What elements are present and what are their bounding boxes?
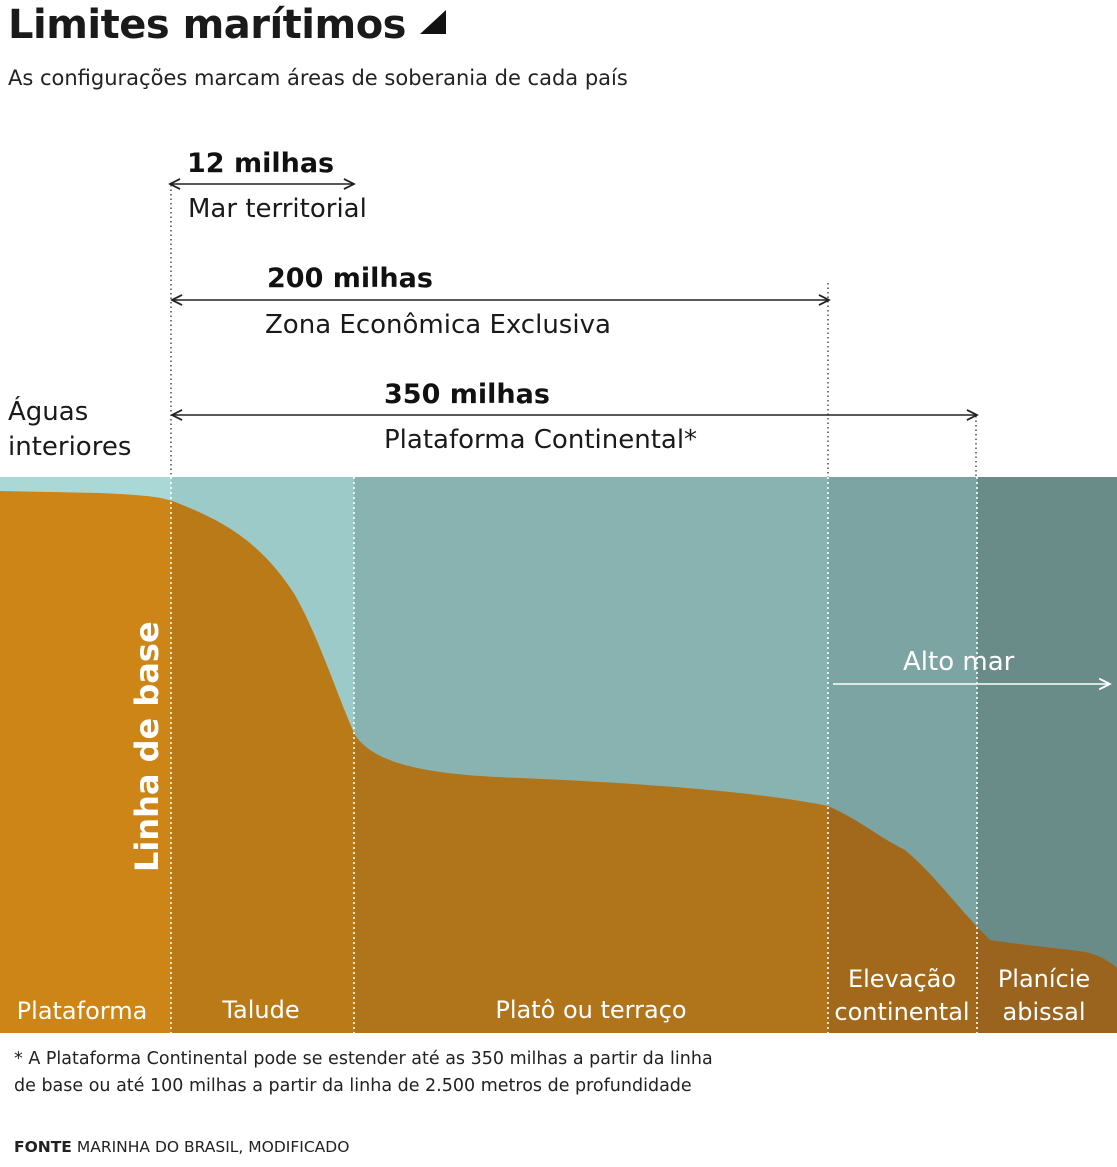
label-zona-economica: Zona Econômica Exclusiva — [265, 310, 611, 340]
footnote: * A Plataforma Continental pode se esten… — [14, 1046, 1074, 1100]
footnote-line2: de base ou até 100 milhas a partir da li… — [14, 1076, 692, 1096]
source-text: MARINHA DO BRASIL, MODIFICADO — [76, 1138, 350, 1156]
water-high-seas — [977, 477, 1117, 1033]
label-aguas: Águas — [8, 395, 88, 427]
label-linha-de-base: Linha de base — [128, 621, 166, 872]
zone-planicie-line2: abissal — [1003, 998, 1086, 1026]
triangle-icon — [419, 10, 446, 34]
zone-planicie-line1: Planície — [998, 965, 1090, 993]
page-title: Limites marítimos — [8, 2, 446, 48]
zone-elevacao-line1: Elevação — [848, 965, 956, 993]
page-subtitle: As configurações marcam áreas de soberan… — [8, 66, 628, 90]
zone-plato: Platô ou terraço — [495, 996, 686, 1024]
label-350-milhas: 350 milhas — [384, 379, 550, 410]
land-plataforma — [0, 491, 171, 1033]
source-credit: FONTE MARINHA DO BRASIL, MODIFICADO — [14, 1138, 349, 1156]
footnote-line1: * A Plataforma Continental pode se esten… — [14, 1049, 713, 1069]
zone-elevacao-line2: continental — [834, 998, 969, 1026]
maritime-limits-diagram: 12 milhas Mar territorial 200 milhas Zon… — [0, 148, 1117, 1033]
zone-plataforma: Plataforma — [17, 997, 148, 1025]
label-alto-mar: Alto mar — [903, 647, 1015, 677]
label-mar-territorial: Mar territorial — [188, 194, 367, 224]
label-plataforma-continental: Plataforma Continental* — [384, 425, 697, 455]
label-200-milhas: 200 milhas — [267, 263, 433, 294]
title-text: Limites marítimos — [8, 2, 406, 48]
label-interiores: interiores — [8, 432, 131, 462]
zone-talude: Talude — [221, 996, 299, 1024]
label-12-milhas: 12 milhas — [187, 148, 334, 179]
source-label: FONTE — [14, 1138, 72, 1156]
